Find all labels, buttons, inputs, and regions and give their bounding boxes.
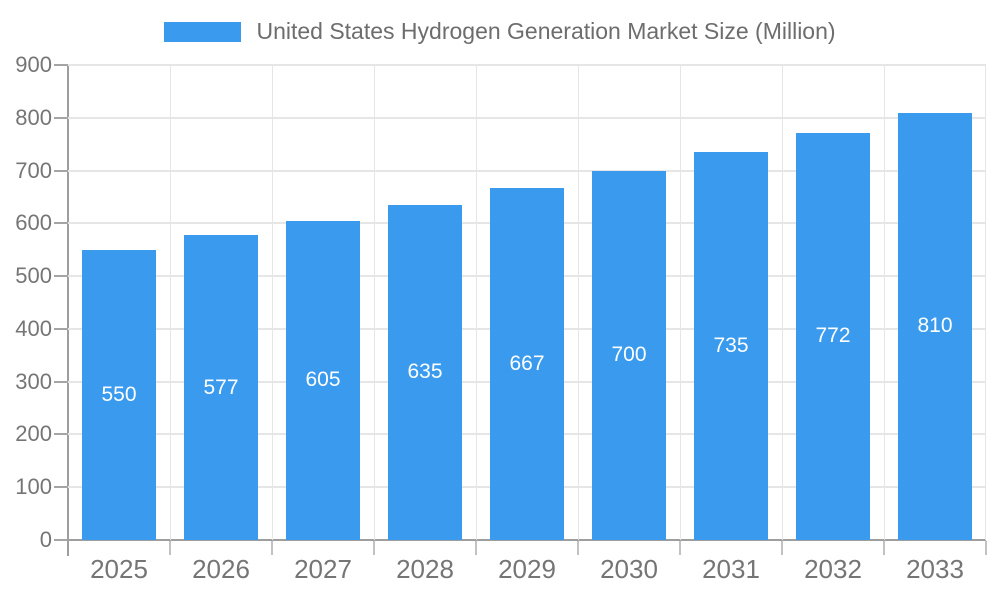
x-axis-tick xyxy=(271,541,273,555)
legend-swatch-icon xyxy=(164,21,242,42)
x-axis-label: 2025 xyxy=(90,554,148,584)
y-gridline xyxy=(68,169,986,172)
y-axis-tick xyxy=(54,169,68,172)
x-axis-tick xyxy=(373,541,375,555)
bar[interactable] xyxy=(796,132,870,540)
y-axis-label: 900 xyxy=(15,52,52,77)
y-axis-label: 600 xyxy=(15,210,52,236)
y-axis-tick xyxy=(54,433,68,436)
y-axis-tick xyxy=(54,380,68,383)
x-axis-label: 2032 xyxy=(804,554,862,584)
y-axis-tick xyxy=(54,64,68,66)
x-axis-tick xyxy=(169,541,171,555)
x-gridline xyxy=(373,65,375,540)
x-axis-line xyxy=(68,539,986,541)
legend-item[interactable]: United States Hydrogen Generation Market… xyxy=(164,18,836,45)
y-axis-tick xyxy=(54,275,68,278)
y-axis-label: 800 xyxy=(15,104,52,130)
bar-value-label: 735 xyxy=(713,334,749,358)
plot-area: 550 577 605 635 667 700 735 772 810 xyxy=(68,64,986,540)
bar[interactable] xyxy=(898,112,972,540)
bar-value-label: 772 xyxy=(815,324,851,348)
x-gridline xyxy=(781,65,783,540)
bar-value-label: 605 xyxy=(305,368,341,392)
x-axis-label: 2026 xyxy=(192,554,250,584)
y-axis-label: 0 xyxy=(39,527,52,552)
x-axis-label: 2030 xyxy=(600,554,658,584)
legend-label: United States Hydrogen Generation Market… xyxy=(256,18,836,44)
bar[interactable] xyxy=(82,249,156,540)
x-axis-label: 2033 xyxy=(906,554,964,584)
y-axis-tick xyxy=(54,539,68,541)
bar-value-label: 667 xyxy=(509,351,545,375)
x-gridline xyxy=(985,65,986,540)
bar-value-label: 635 xyxy=(407,360,443,384)
bar[interactable] xyxy=(184,235,258,540)
bar-value-label: 550 xyxy=(101,382,137,406)
legend: United States Hydrogen Generation Market… xyxy=(0,18,1000,45)
bar-value-label: 577 xyxy=(203,375,239,399)
bar-value-label: 700 xyxy=(611,343,647,367)
y-axis-label: 400 xyxy=(15,315,52,341)
y-axis-line xyxy=(67,65,69,556)
y-axis-tick xyxy=(54,327,68,330)
y-axis-label: 700 xyxy=(15,157,52,183)
y-axis-label: 300 xyxy=(15,368,52,394)
x-axis-tick xyxy=(883,541,885,555)
y-axis-label: 200 xyxy=(15,421,52,447)
y-gridline xyxy=(68,64,986,66)
bar[interactable] xyxy=(286,220,360,540)
bar[interactable] xyxy=(388,204,462,540)
x-axis-tick xyxy=(577,541,579,555)
x-axis-label: 2028 xyxy=(396,554,454,584)
x-gridline xyxy=(679,65,681,540)
bar-value-label: 810 xyxy=(917,314,953,338)
y-axis-tick xyxy=(54,222,68,225)
x-gridline xyxy=(475,65,477,540)
x-axis-label: 2031 xyxy=(702,554,760,584)
y-gridline xyxy=(68,116,986,119)
y-axis-tick xyxy=(54,116,68,119)
x-axis-tick xyxy=(679,541,681,555)
x-gridline xyxy=(271,65,273,540)
x-gridline xyxy=(577,65,579,540)
bar[interactable] xyxy=(694,152,768,540)
bar[interactable] xyxy=(490,187,564,540)
x-gridline xyxy=(883,65,885,540)
x-axis-tick xyxy=(985,541,987,555)
y-axis-label: 500 xyxy=(15,263,52,289)
x-axis-label: 2027 xyxy=(294,554,352,584)
x-axis-tick xyxy=(781,541,783,555)
bar[interactable] xyxy=(592,170,666,540)
y-axis-tick xyxy=(54,486,68,489)
x-axis-tick xyxy=(475,541,477,555)
y-axis-label: 100 xyxy=(15,474,52,500)
x-axis-label: 2029 xyxy=(498,554,556,584)
x-gridline xyxy=(169,65,171,540)
